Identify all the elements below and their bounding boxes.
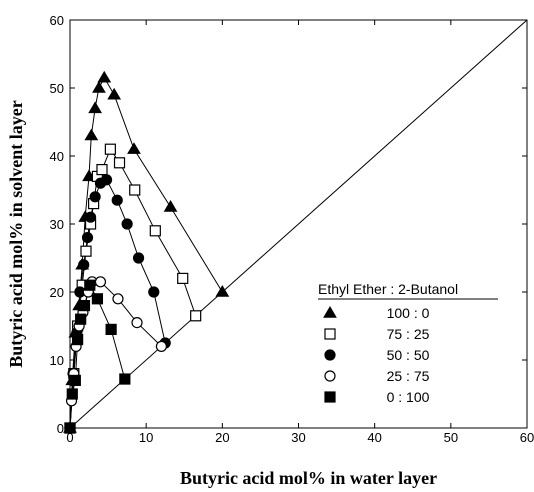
series-4-point bbox=[79, 301, 89, 311]
series-2-point bbox=[149, 287, 159, 297]
series-4-point bbox=[70, 375, 80, 385]
x-tick-label: 10 bbox=[139, 430, 153, 445]
series-0-point bbox=[93, 82, 105, 92]
series-line-0 bbox=[70, 78, 222, 428]
series-3-point bbox=[95, 277, 105, 287]
legend: Ethyl Ether : 2-Butanol 100 : 0 75 : 25 50… bbox=[318, 281, 498, 405]
series-4-point bbox=[92, 294, 102, 304]
diagonal-line bbox=[70, 20, 527, 428]
y-tick-label: 30 bbox=[50, 217, 64, 232]
series-4-point bbox=[85, 280, 95, 290]
series-3-point bbox=[113, 294, 123, 304]
series-1-point bbox=[97, 165, 107, 175]
legend-title: Ethyl Ether : 2-Butanol bbox=[318, 281, 458, 297]
series-2-point bbox=[102, 175, 112, 185]
x-tick-label: 40 bbox=[367, 430, 381, 445]
series-4-point bbox=[120, 374, 130, 384]
series-1-point bbox=[115, 158, 125, 168]
series-1-point bbox=[105, 144, 115, 154]
legend-entry-1: 75 : 25 bbox=[387, 326, 430, 342]
series-1-point bbox=[130, 185, 140, 195]
series-curves bbox=[70, 78, 222, 428]
series-2-point bbox=[90, 192, 100, 202]
series-2-point bbox=[83, 233, 93, 243]
y-tick-label: 40 bbox=[50, 149, 64, 164]
series-2-point bbox=[134, 253, 144, 263]
legend-entry-0: 100 : 0 bbox=[387, 305, 430, 321]
series-1-point bbox=[191, 311, 201, 321]
series-4-point bbox=[65, 423, 75, 433]
y-axis-label: Butyric acid mol% in solvent layer bbox=[6, 100, 26, 367]
x-tick-label: 30 bbox=[291, 430, 305, 445]
series-4-point bbox=[76, 314, 86, 324]
series-4-point bbox=[67, 389, 77, 399]
legend-marker-1 bbox=[325, 329, 335, 339]
series-markers bbox=[64, 72, 228, 433]
y-tick-label: 50 bbox=[50, 81, 64, 96]
series-4-point bbox=[106, 324, 116, 334]
series-0-point bbox=[165, 201, 177, 211]
series-2-point bbox=[112, 195, 122, 205]
series-2-point bbox=[122, 219, 132, 229]
legend-marker-4 bbox=[325, 392, 335, 402]
x-tick-label: 60 bbox=[520, 430, 534, 445]
series-1-point bbox=[81, 246, 91, 256]
series-0-point bbox=[216, 286, 228, 296]
y-tick-label: 10 bbox=[50, 353, 64, 368]
x-tick-label: 50 bbox=[444, 430, 458, 445]
series-4-point bbox=[73, 335, 83, 345]
series-2-point bbox=[79, 260, 89, 270]
legend-entry-3: 25 : 75 bbox=[387, 368, 430, 384]
series-3-point bbox=[156, 341, 166, 351]
series-1-point bbox=[150, 226, 160, 236]
series-1-point bbox=[178, 273, 188, 283]
legend-marker-2 bbox=[325, 350, 335, 360]
y-tick-label: 60 bbox=[50, 13, 64, 28]
series-0-point bbox=[89, 102, 101, 112]
series-0-point bbox=[85, 130, 97, 140]
series-3-point bbox=[132, 318, 142, 328]
x-axis-label: Butyric acid mol% in water layer bbox=[180, 468, 437, 488]
series-2-point bbox=[86, 212, 96, 222]
y-tick-label: 0 bbox=[57, 421, 64, 436]
series-0-point bbox=[128, 143, 140, 153]
legend-marker-3 bbox=[325, 371, 335, 381]
legend-entry-2: 50 : 50 bbox=[387, 347, 430, 363]
series-0-point bbox=[108, 89, 120, 99]
legend-marker-0 bbox=[324, 307, 336, 317]
x-tick-label: 20 bbox=[215, 430, 229, 445]
series-0-point bbox=[98, 72, 110, 82]
legend-entry-4: 0 : 100 bbox=[387, 389, 430, 405]
y-tick-label: 20 bbox=[50, 285, 64, 300]
